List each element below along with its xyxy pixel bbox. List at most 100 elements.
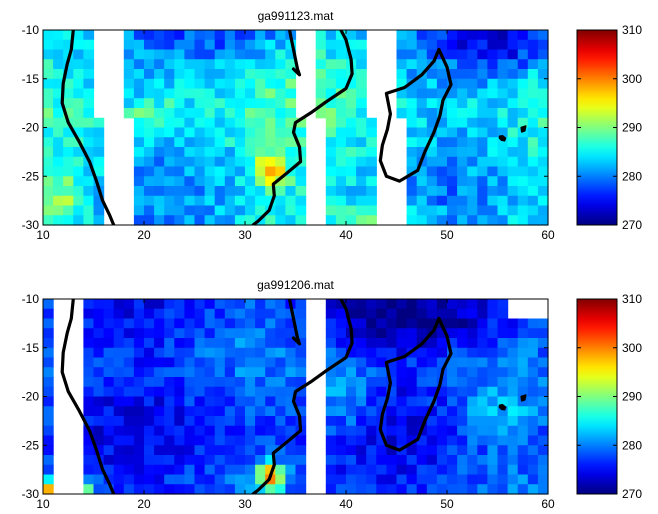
heatmap-cell bbox=[376, 338, 387, 349]
heatmap-cell bbox=[144, 137, 155, 148]
y-tick-label: -20 bbox=[22, 390, 40, 404]
heatmap-cell bbox=[53, 98, 64, 109]
heatmap-cell bbox=[154, 147, 165, 158]
heatmap-cell bbox=[346, 484, 357, 495]
heatmap-cell bbox=[325, 328, 337, 339]
heatmap-cell bbox=[416, 39, 428, 51]
heatmap-cell bbox=[123, 377, 135, 388]
heatmap-cell bbox=[416, 30, 428, 41]
heatmap-cell bbox=[123, 406, 135, 417]
heatmap-cell bbox=[113, 416, 125, 427]
x-tick-label: 60 bbox=[541, 228, 555, 242]
heatmap-cell bbox=[174, 147, 185, 158]
heatmap-cell bbox=[396, 455, 408, 466]
heatmap-cell bbox=[83, 205, 95, 216]
heatmap-cell bbox=[234, 176, 246, 187]
heatmap-cell bbox=[356, 49, 367, 60]
heatmap-cell bbox=[457, 347, 468, 359]
heatmap-cell bbox=[335, 98, 347, 109]
heatmap-cell bbox=[275, 49, 286, 60]
heatmap-cell bbox=[537, 367, 549, 378]
heatmap-cell bbox=[325, 195, 337, 207]
heatmap-cell bbox=[245, 474, 256, 485]
heatmap-cell bbox=[133, 308, 145, 320]
heatmap-cell bbox=[214, 30, 226, 41]
heatmap-cell bbox=[63, 137, 74, 148]
heatmap-cell bbox=[537, 69, 549, 80]
heatmap-cell bbox=[245, 176, 256, 187]
heatmap-cell bbox=[406, 386, 418, 398]
heatmap-cell bbox=[154, 308, 165, 320]
heatmap-cell bbox=[224, 49, 236, 60]
heatmap-cell bbox=[224, 166, 236, 177]
heatmap-cell bbox=[406, 127, 418, 138]
heatmap-cell bbox=[113, 484, 125, 495]
heatmap-cell bbox=[265, 367, 276, 378]
heatmap-cell bbox=[457, 445, 468, 456]
coastline-mauritius bbox=[520, 394, 527, 402]
heatmap-cell bbox=[346, 186, 357, 197]
heatmap-cell bbox=[245, 367, 256, 378]
heatmap-cell bbox=[517, 377, 529, 388]
x-tick-label: 20 bbox=[137, 497, 151, 511]
heatmap-cell bbox=[214, 435, 226, 446]
heatmap-cell bbox=[234, 137, 246, 148]
heatmap-cell bbox=[113, 318, 125, 329]
heatmap-cell bbox=[43, 205, 54, 216]
heatmap-cell bbox=[477, 98, 488, 109]
heatmap-cell bbox=[144, 416, 155, 427]
heatmap-cell bbox=[174, 318, 185, 329]
heatmap-cell bbox=[133, 464, 145, 476]
heatmap-cell bbox=[497, 386, 509, 398]
heatmap-cell bbox=[265, 117, 276, 129]
heatmap-cell bbox=[275, 78, 286, 90]
heatmap-cell bbox=[275, 474, 286, 485]
heatmap-cell bbox=[477, 49, 488, 60]
heatmap-cell bbox=[224, 147, 236, 158]
heatmap-cell bbox=[457, 98, 468, 109]
heatmap-cell bbox=[265, 166, 276, 177]
heatmap-cell bbox=[43, 195, 54, 207]
heatmap-cell bbox=[154, 59, 165, 70]
heatmap-cell bbox=[517, 215, 529, 226]
heatmap-cell bbox=[133, 30, 145, 41]
heatmap-cell bbox=[335, 406, 347, 417]
heatmap-cell bbox=[214, 166, 226, 177]
heatmap-cell bbox=[537, 186, 549, 197]
heatmap-cell bbox=[325, 299, 337, 310]
heatmap-cell bbox=[103, 455, 115, 466]
heatmap-cell bbox=[123, 367, 135, 378]
heatmap-cell bbox=[477, 39, 488, 51]
heatmap-cell bbox=[487, 186, 499, 197]
heatmap-cell bbox=[43, 464, 54, 476]
heatmap-cell bbox=[477, 215, 488, 226]
heatmap-cell bbox=[366, 147, 377, 158]
heatmap-cell bbox=[275, 30, 286, 41]
heatmap-cell bbox=[275, 347, 286, 359]
heatmap-cell bbox=[214, 39, 226, 51]
heatmap-cell bbox=[487, 215, 499, 226]
heatmap-cell bbox=[154, 195, 165, 207]
heatmap-cell bbox=[285, 195, 297, 207]
heatmap-cell bbox=[487, 396, 499, 407]
x-tick-label: 10 bbox=[36, 497, 50, 511]
heatmap-cell bbox=[386, 474, 398, 485]
heatmap-cell bbox=[457, 484, 468, 495]
heatmap-cell bbox=[245, 195, 256, 207]
heatmap-cell bbox=[113, 347, 125, 359]
heatmap-cell bbox=[255, 186, 266, 197]
heatmap-cell bbox=[416, 474, 428, 485]
heatmap-cell bbox=[366, 308, 377, 320]
coastline-overlay bbox=[60, 30, 527, 225]
heatmap-cell bbox=[204, 386, 216, 398]
heatmap-cell bbox=[73, 49, 84, 60]
heatmap-cell bbox=[477, 328, 488, 339]
heatmap-cell bbox=[295, 474, 307, 485]
heatmap-cell bbox=[507, 445, 519, 456]
heatmap-cell bbox=[527, 156, 539, 168]
heatmap-cell bbox=[527, 195, 539, 207]
heatmap-cell bbox=[527, 205, 539, 216]
heatmap-cell bbox=[63, 127, 74, 138]
heatmap-cell bbox=[366, 377, 377, 388]
heatmap-cell bbox=[224, 357, 236, 368]
